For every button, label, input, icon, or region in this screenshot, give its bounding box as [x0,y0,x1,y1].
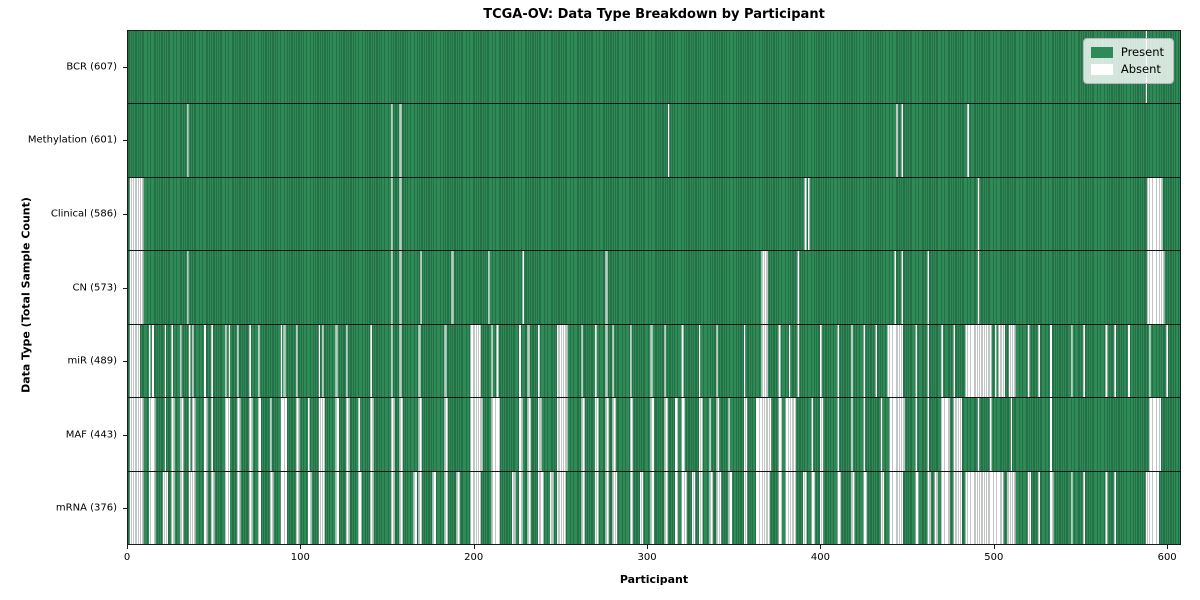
legend-swatch-absent [1090,64,1113,75]
y-tick-mark [123,287,127,289]
y-tick-mark [123,213,127,215]
x-axis-ticks: 0 100 200 300 400 500 600 [123,545,1181,575]
x-axis-label: Participant [619,573,689,586]
y-tick-mark [123,508,127,510]
heatmap-row-bcr [128,31,1180,104]
x-tick-label: 600 [1157,552,1177,563]
y-tick-mark [123,361,127,363]
y-axis-ticks: BCR (607) Methylation (601) Clinical (586)… [0,30,127,545]
y-tick-mark [123,434,127,436]
y-tick-mark [123,140,127,142]
y-tick-label-clinical: Clinical (586) [50,208,117,220]
y-tick-label-mrna: mRNA (376) [55,502,117,514]
x-tick-mark [127,545,128,549]
legend: Present Absent [1082,38,1174,84]
x-tick-mark [993,545,995,549]
x-tick-mark [820,545,822,549]
legend-item-present: Present [1090,44,1164,61]
legend-item-absent: Absent [1090,61,1164,78]
x-tick-label: 200 [464,552,484,563]
y-tick-mark [123,66,127,68]
y-tick-label-mir: miR (489) [67,355,117,367]
x-tick-label: 400 [810,552,830,563]
x-tick-mark [473,545,475,549]
x-tick-mark [1167,545,1169,549]
legend-label-present: Present [1120,45,1164,59]
x-tick-label: 300 [637,552,657,563]
chart-title: TCGA-OV: Data Type Breakdown by Particip… [483,7,825,22]
y-tick-label-methylation: Methylation (601) [27,134,117,146]
x-tick-label: 100 [290,552,310,563]
y-tick-label-bcr: BCR (607) [66,61,117,73]
heatmap-row-mir [128,323,1180,398]
y-tick-label-cn: CN (573) [72,282,117,293]
heatmap-row-clinical [128,176,1180,251]
heatmap-row-maf [128,397,1180,471]
legend-swatch-present [1090,47,1113,58]
x-tick-mark [647,545,649,549]
heatmap-row-mrna [128,470,1180,545]
x-tick-label: 0 [123,552,131,563]
y-tick-label-maf: MAF (443) [65,429,117,441]
legend-label-absent: Absent [1120,62,1161,76]
heatmap-row-methylation [128,103,1180,178]
heatmap-row-cn [128,250,1180,325]
plot-area: Present Absent [127,30,1181,545]
x-tick-mark [300,545,302,549]
x-tick-label: 500 [984,552,1004,563]
